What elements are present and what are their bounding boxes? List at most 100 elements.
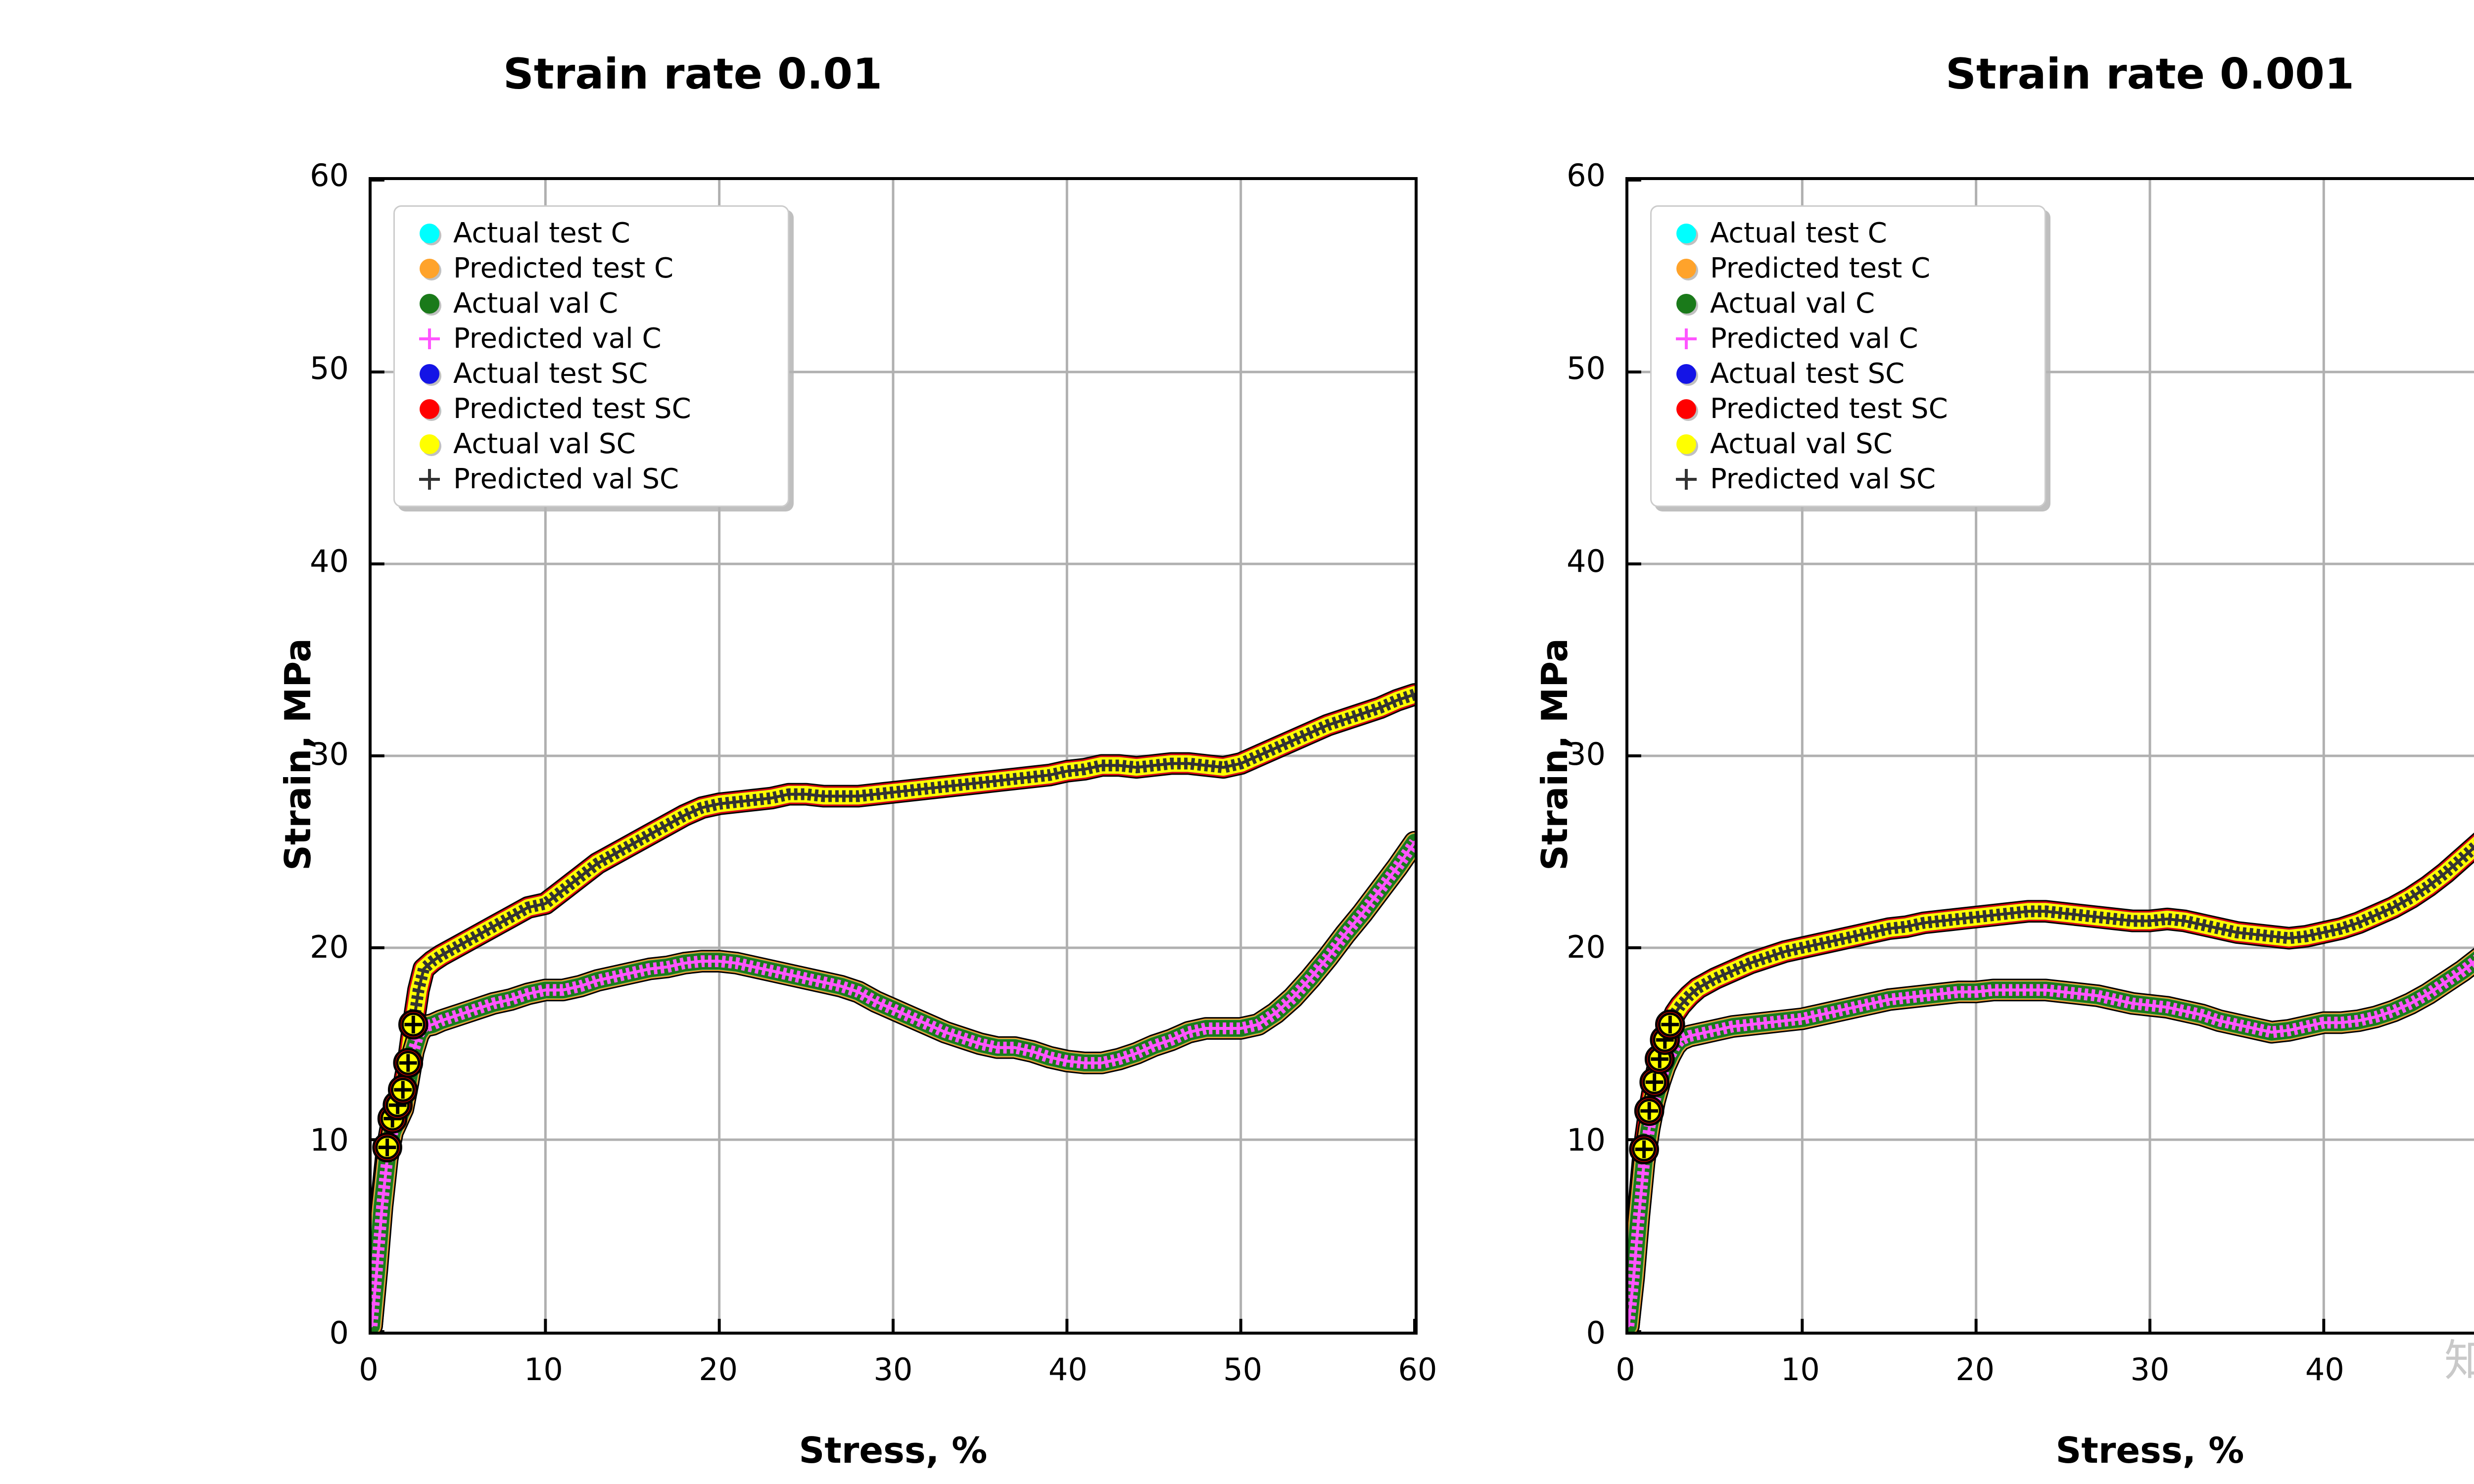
y-tick-label: 60 xyxy=(1567,157,1606,193)
legend-item-predicted-test-c[interactable]: Predicted test C xyxy=(1663,251,2032,286)
x-tick-label: 10 xyxy=(523,1351,563,1388)
legend-item-predicted-val-sc[interactable]: Predicted val SC xyxy=(406,462,775,497)
plot-svg-right xyxy=(1628,180,2474,1332)
legend-circle-marker-icon xyxy=(1663,258,1710,278)
legend-circle-marker-icon xyxy=(406,364,453,384)
legend-left: Actual test C Predicted test C Actual val … xyxy=(393,205,789,507)
plus-icon xyxy=(1676,468,1697,490)
legend-item-label: Predicted val SC xyxy=(453,463,679,495)
legend-circle-marker-icon xyxy=(406,293,453,314)
legend-item-label: Actual val C xyxy=(453,287,618,320)
dot-icon xyxy=(1676,293,1696,314)
x-tick-label: 0 xyxy=(1616,1351,1635,1388)
plus-icon xyxy=(419,468,440,490)
legend-circle-marker-icon xyxy=(1663,364,1710,384)
y-tick-label: 0 xyxy=(329,1315,349,1351)
chart-title-right: Strain rate 0.001 xyxy=(1946,49,2354,99)
legend-item-label: Actual val SC xyxy=(1710,428,1893,460)
legend-circle-marker-icon xyxy=(1663,293,1710,314)
y-tick-label: 0 xyxy=(1586,1315,1606,1351)
legend-item-actual-test-sc[interactable]: Actual test SC xyxy=(1663,356,2032,391)
legend-item-label: Predicted test C xyxy=(1710,252,1931,284)
chart-title-left: Strain rate 0.01 xyxy=(503,49,883,99)
dot-icon xyxy=(420,223,439,243)
legend-item-actual-test-sc[interactable]: Actual test SC xyxy=(406,356,775,391)
legend-item-label: Actual test C xyxy=(453,217,630,249)
legend-item-predicted-test-c[interactable]: Predicted test C xyxy=(406,251,775,286)
legend-item-actual-val-c[interactable]: Actual val C xyxy=(406,286,775,321)
legend-item-label: Predicted val C xyxy=(1710,323,1918,355)
x-tick-label: 60 xyxy=(1398,1351,1437,1388)
legend-circle-marker-icon xyxy=(406,258,453,278)
x-tick-label: 20 xyxy=(699,1351,738,1388)
legend-circle-marker-icon xyxy=(1663,399,1710,419)
legend-plus-marker-icon xyxy=(406,328,453,349)
y-tick-label: 50 xyxy=(1567,350,1606,386)
legend-circle-marker-icon xyxy=(406,399,453,419)
x-tick-label: 30 xyxy=(2130,1351,2170,1388)
legend-item-actual-test-c[interactable]: Actual test C xyxy=(406,216,775,251)
chart-panel-right: Strain rate 0.001 xyxy=(1257,0,2474,1484)
y-tick-label: 40 xyxy=(310,543,349,579)
plus-icon xyxy=(1676,328,1697,349)
x-tick-label: 30 xyxy=(873,1351,913,1388)
x-tick-label: 40 xyxy=(2305,1351,2344,1388)
plus-icon xyxy=(419,328,440,349)
plot-area-left xyxy=(369,177,1418,1335)
legend-item-predicted-val-c[interactable]: Predicted val C xyxy=(406,321,775,356)
y-axis-title-left: Strain, MPa xyxy=(277,638,319,871)
legend-item-predicted-test-sc[interactable]: Predicted test SC xyxy=(1663,391,2032,426)
legend-item-predicted-test-sc[interactable]: Predicted test SC xyxy=(406,391,775,426)
legend-plus-marker-icon xyxy=(1663,328,1710,349)
legend-item-label: Predicted test SC xyxy=(1710,393,1948,425)
x-axis-title-left: Stress, % xyxy=(799,1430,988,1471)
x-tick-label: 40 xyxy=(1048,1351,1088,1388)
legend-item-label: Actual test C xyxy=(1710,217,1887,249)
legend-item-label: Actual val C xyxy=(1710,287,1875,320)
y-tick-label: 60 xyxy=(310,157,349,193)
legend-item-label: Actual test SC xyxy=(1710,358,1905,390)
zhihu-watermark: 知乎 @依然 xyxy=(2444,1335,2474,1386)
y-tick-label: 30 xyxy=(310,736,349,772)
x-tick-label: 20 xyxy=(1955,1351,1995,1388)
dot-icon xyxy=(1676,399,1696,419)
legend-item-label: Predicted test C xyxy=(453,252,674,284)
legend-item-actual-test-c[interactable]: Actual test C xyxy=(1663,216,2032,251)
x-axis-title-right: Stress, % xyxy=(2055,1430,2244,1471)
x-tick-label: 0 xyxy=(359,1351,379,1388)
dot-icon xyxy=(420,364,439,384)
dot-icon xyxy=(1676,434,1696,454)
legend-plus-marker-icon xyxy=(406,468,453,490)
legend-item-predicted-val-c[interactable]: Predicted val C xyxy=(1663,321,2032,356)
y-tick-label: 30 xyxy=(1567,736,1606,772)
legend-item-actual-val-sc[interactable]: Actual val SC xyxy=(406,426,775,462)
x-tick-label: 10 xyxy=(1780,1351,1820,1388)
y-tick-label: 40 xyxy=(1567,543,1606,579)
y-tick-label: 20 xyxy=(310,929,349,965)
dot-icon xyxy=(420,399,439,419)
dot-icon xyxy=(1676,223,1696,243)
legend-item-label: Actual val SC xyxy=(453,428,636,460)
y-tick-label: 20 xyxy=(1567,929,1606,965)
legend-circle-marker-icon xyxy=(1663,223,1710,243)
legend-item-label: Predicted val C xyxy=(453,323,662,355)
legend-circle-marker-icon xyxy=(406,434,453,454)
dot-icon xyxy=(420,258,439,278)
y-tick-label: 10 xyxy=(1567,1122,1606,1158)
chart-panel-left: Strain rate 0.01 0 10 20 30 40 50 60 0 10 20 30 40… xyxy=(277,49,1437,1471)
legend-circle-marker-icon xyxy=(406,223,453,243)
legend-item-actual-val-sc[interactable]: Actual val SC xyxy=(1663,426,2032,462)
legend-plus-marker-icon xyxy=(1663,468,1710,490)
y-axis-title-right: Strain, MPa xyxy=(1534,638,1575,871)
dot-icon xyxy=(1676,258,1696,278)
dot-icon xyxy=(420,434,439,454)
legend-right: Actual test C Predicted test C Actual val … xyxy=(1650,205,2046,507)
legend-item-label: Actual test SC xyxy=(453,358,648,390)
legend-item-predicted-val-sc[interactable]: Predicted val SC xyxy=(1663,462,2032,497)
legend-item-actual-val-c[interactable]: Actual val C xyxy=(1663,286,2032,321)
dot-icon xyxy=(1676,364,1696,384)
dot-icon xyxy=(420,293,439,314)
legend-item-label: Predicted test SC xyxy=(453,393,691,425)
legend-circle-marker-icon xyxy=(1663,434,1710,454)
